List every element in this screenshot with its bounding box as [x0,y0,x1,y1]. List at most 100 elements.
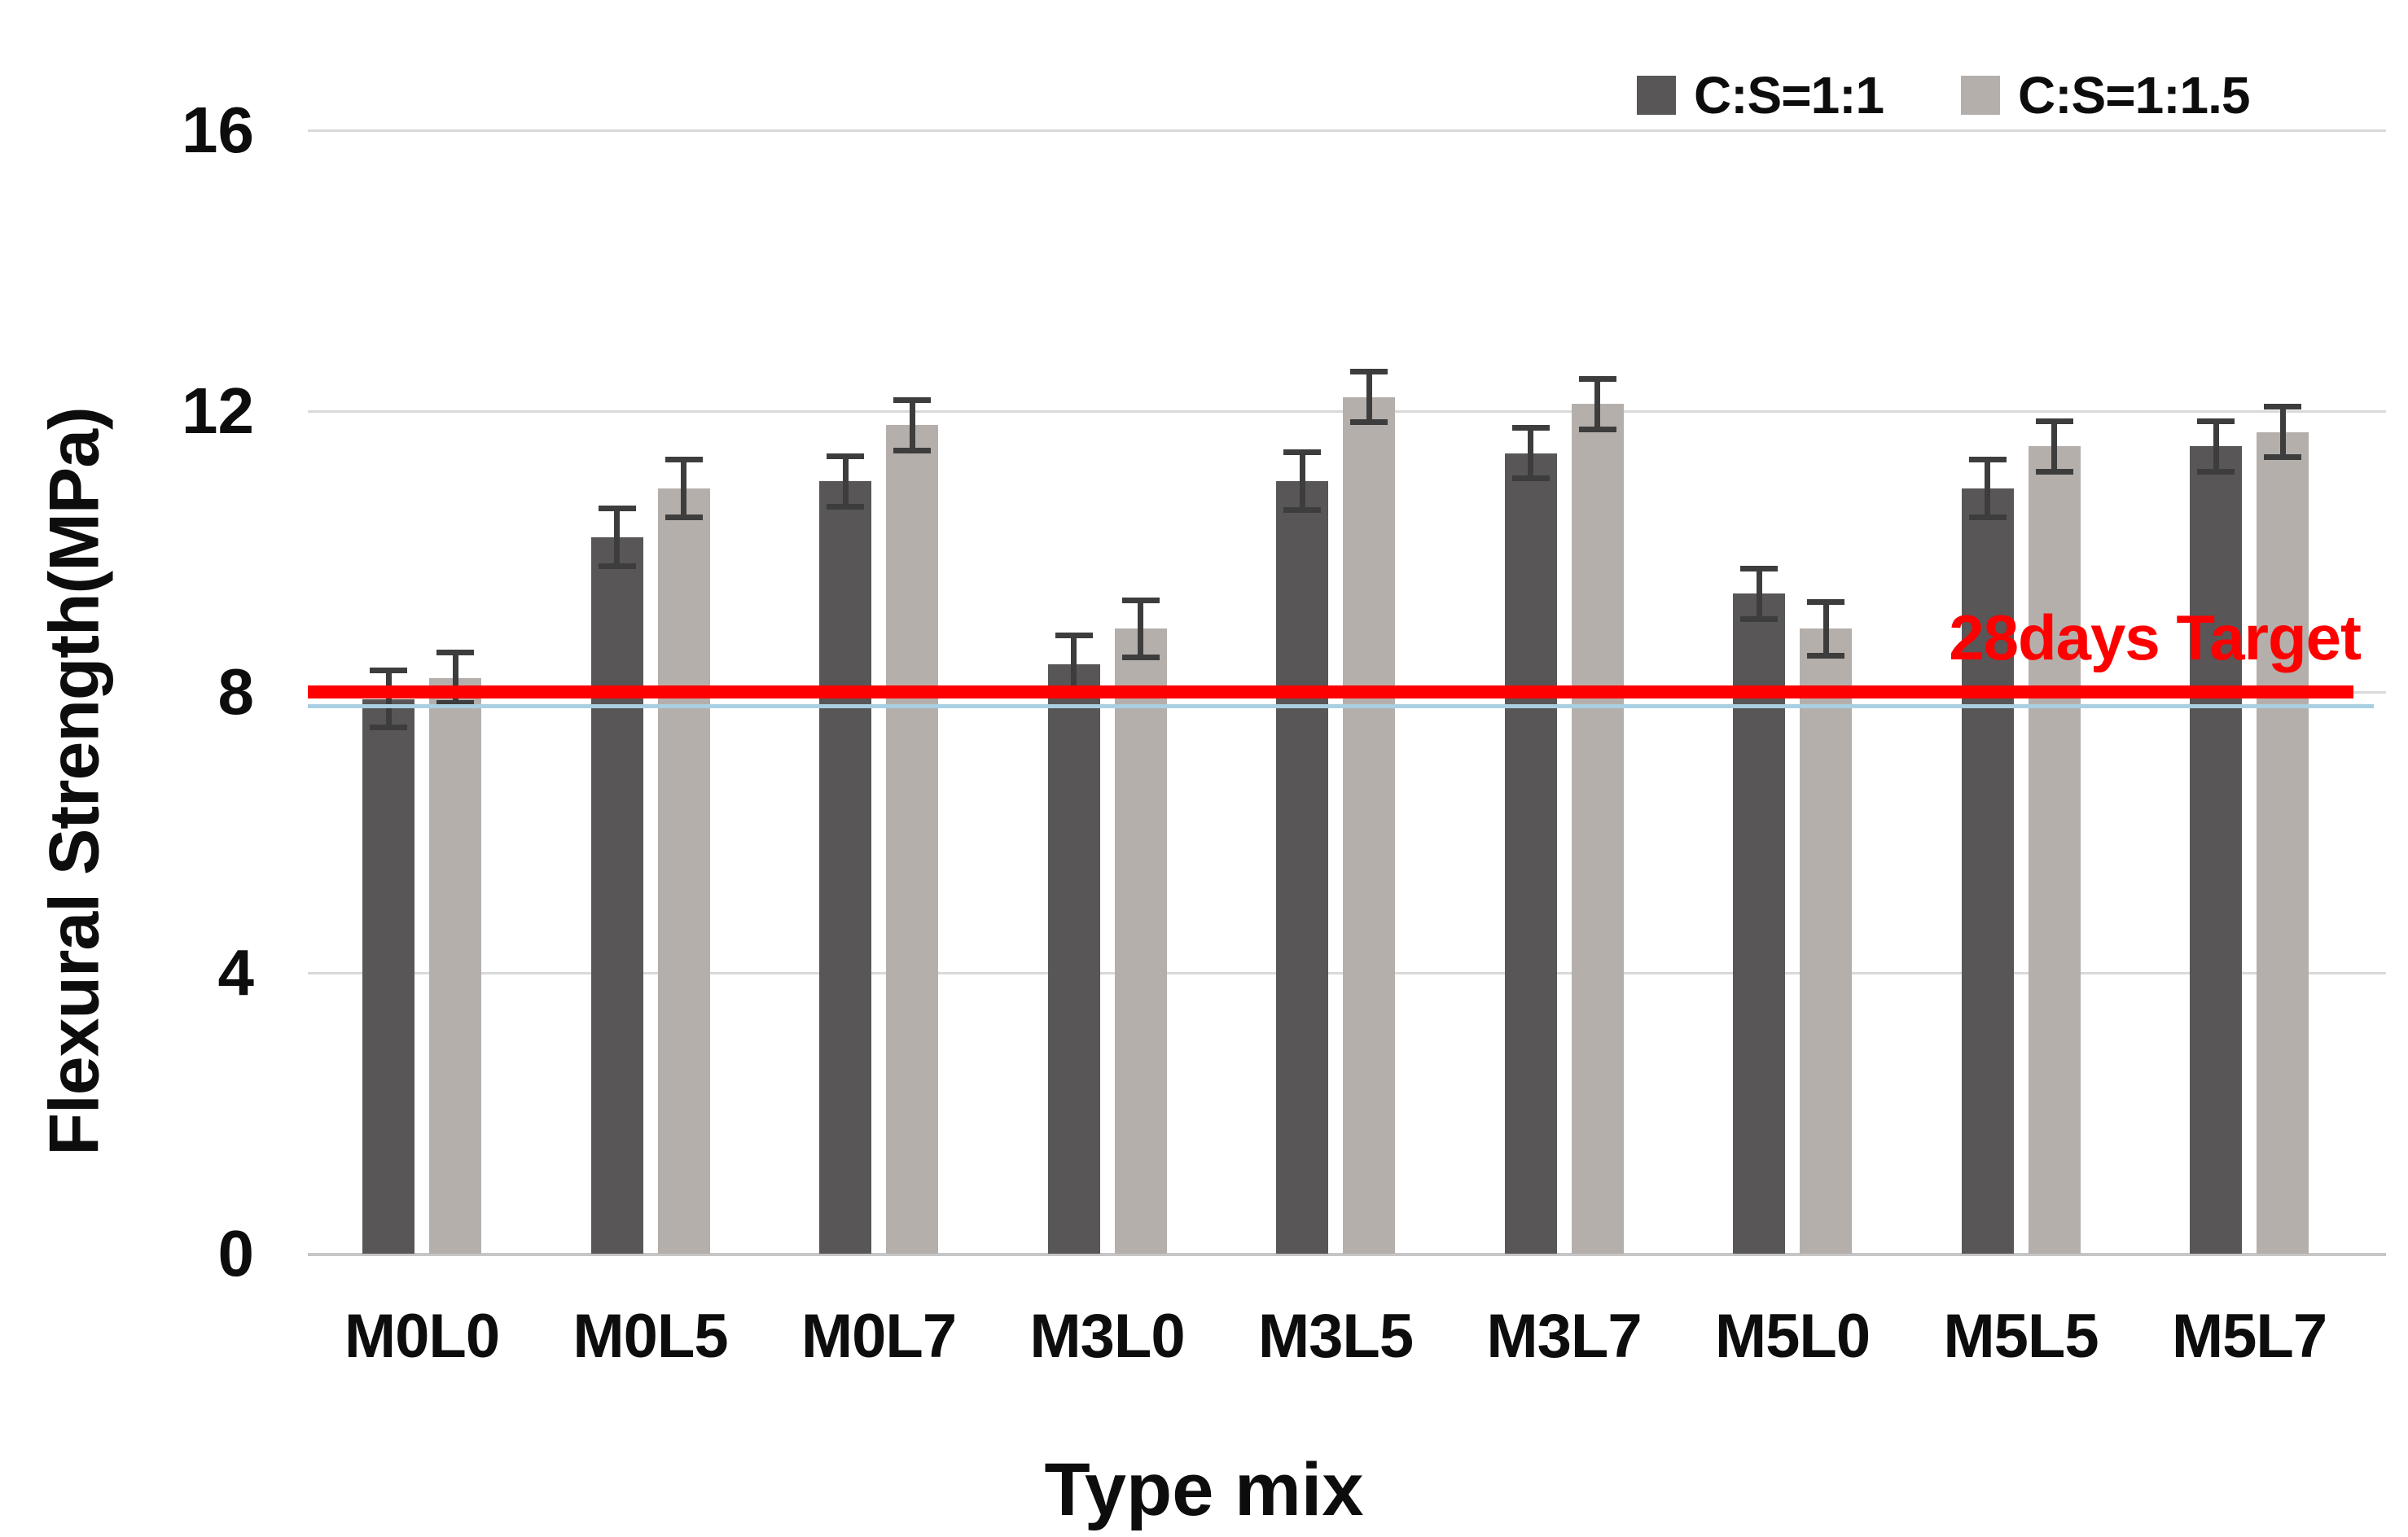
error-bar-cap-bottom [1968,514,2007,520]
x-tick-label: M5L5 [1943,1302,2099,1371]
error-bar-cap-bottom [436,700,474,707]
legend-swatch-light [1961,76,2000,115]
error-bar-cap-top [827,453,864,459]
error-bar-whisker [1985,457,1990,520]
bar [362,698,414,1254]
gridline [308,129,2386,132]
bar [1800,628,1852,1254]
error-bar-cap-top [1740,565,1778,571]
x-tick-label: M5L0 [1714,1302,1871,1371]
error-bar-cap-top [1807,599,1844,606]
error-bar-whisker [1528,425,1533,482]
error-bar-cap-bottom [1807,652,1844,659]
error-bar-whisker [842,453,849,510]
x-tick-label: M3L5 [1257,1302,1414,1371]
bar [1047,663,1100,1254]
error-bar-cap-bottom [665,514,703,520]
error-bar-cap-top [1968,457,2007,463]
error-bar-cap-bottom [827,503,864,510]
error-bar-cap-top [2035,418,2073,424]
error-bar-whisker [614,506,620,570]
error-bar-cap-bottom [1511,475,1550,482]
error-bar-cap-bottom [1578,426,1616,432]
error-bar-whisker [1822,599,1829,659]
bar [590,537,643,1254]
error-bar-whisker [1756,565,1762,622]
target-reference-line [308,685,2353,698]
legend-label-dark: C:S=1:1 [1694,66,1884,125]
x-tick-label: M3L0 [1029,1302,1185,1371]
error-bar-whisker [1299,449,1305,514]
plot-area [308,129,2386,1256]
error-bar-cap-bottom [893,447,931,453]
target-line-label: 28days Target [1949,602,2362,673]
error-bar-whisker [1594,375,1600,432]
error-bar-cap-top [1350,369,1388,375]
gridline [308,1252,2386,1256]
bar [819,481,871,1254]
error-bar-whisker [1071,632,1077,696]
bar [2190,446,2242,1254]
bar [886,425,938,1254]
error-bar-cap-top [665,457,703,463]
legend-item-cs-1-1-5: C:S=1:1.5 [1961,65,2250,125]
error-bar-cap-top [1121,597,1160,603]
x-axis-title: Type mix [1044,1448,1364,1531]
legend-swatch-dark [1637,76,1676,115]
bar [1571,404,1624,1254]
error-bar-cap-top [436,650,474,656]
error-bar-cap-top [598,506,636,512]
error-bar-whisker [2051,418,2057,475]
bar [1114,628,1167,1254]
error-bar-whisker [909,396,915,453]
error-bar-cap-top [370,667,407,673]
bar [1733,593,1785,1254]
x-tick-label: M5L7 [2171,1302,2327,1371]
y-tick-label: 8 [217,655,255,728]
error-bar-cap-bottom [370,725,407,731]
error-bar-cap-top [2197,418,2235,424]
error-bar-whisker [1366,369,1372,426]
error-bar-cap-top [1578,375,1616,382]
error-bar-whisker [681,457,686,520]
error-bar-cap-bottom [2197,468,2235,475]
legend-label-light: C:S=1:1.5 [2018,66,2250,125]
y-tick-label: 4 [217,936,255,1009]
secondary-reference-line [308,703,2374,708]
bar [2257,431,2309,1254]
y-tick-label: 12 [182,374,254,447]
error-bar-cap-bottom [1283,507,1321,514]
bar [1961,488,2014,1254]
error-bar-cap-bottom [2264,454,2301,461]
x-tick-label: M3L7 [1486,1302,1642,1371]
error-bar-whisker [2213,418,2219,475]
error-bar-cap-bottom [598,563,636,570]
x-tick-label: M0L5 [572,1302,728,1371]
error-bar-cap-bottom [1740,615,1778,622]
legend-item-cs-1-1: C:S=1:1 [1637,65,1884,125]
error-bar-whisker [452,650,458,707]
error-bar-cap-bottom [1121,655,1160,661]
error-bar-cap-top [1511,425,1550,431]
bar [1276,481,1328,1254]
error-bar-whisker [385,667,392,731]
x-tick-label: M0L7 [800,1302,957,1371]
error-bar-cap-top [1283,449,1321,456]
bar [2028,446,2081,1254]
error-bar-whisker [1138,597,1143,661]
error-bar-cap-top [1055,632,1093,638]
bar [429,677,481,1254]
error-bar-cap-bottom [1350,419,1388,426]
bar [1343,396,1395,1254]
x-tick-label: M0L0 [344,1302,500,1371]
y-tick-label: 16 [182,94,254,166]
error-bar-cap-top [893,396,931,403]
error-bar-cap-top [2264,404,2301,410]
y-axis-title: Flexural Strength(MPa) [35,407,114,1156]
error-bar-whisker [2279,404,2286,461]
bar [1504,453,1557,1254]
bar [657,488,710,1254]
y-tick-label: 0 [217,1217,255,1290]
error-bar-cap-bottom [2035,468,2073,475]
